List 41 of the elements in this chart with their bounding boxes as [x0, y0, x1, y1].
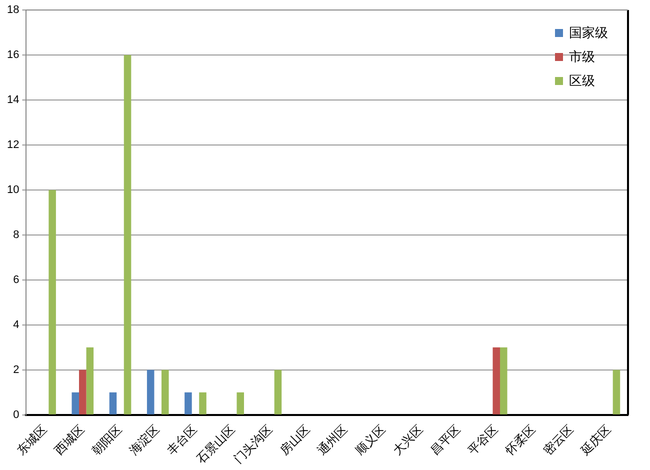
x-tick-label: 通州区 [314, 422, 350, 458]
bar [236, 392, 244, 414]
y-tick-label: 2 [13, 364, 20, 376]
x-tick-label: 昌平区 [428, 422, 464, 458]
legend-label: 区级 [569, 73, 595, 90]
x-tick-label: 怀柔区 [502, 422, 538, 458]
x-tick-label: 延庆区 [577, 422, 614, 458]
x-tick-label: 房山区 [277, 422, 313, 458]
bar [109, 392, 117, 414]
x-tick-label: 密云区 [540, 422, 576, 458]
bar [124, 54, 132, 414]
bar [492, 347, 500, 414]
bar [612, 370, 620, 414]
x-tick-label: 大兴区 [390, 422, 426, 458]
y-tick-label: 4 [13, 318, 20, 331]
y-tick-label: 16 [6, 49, 20, 62]
legend-label: 国家级 [569, 25, 608, 42]
x-tick-label: 海淀区 [126, 422, 162, 458]
y-tick-label: 14 [6, 94, 20, 106]
y-tick-label: 18 [6, 4, 20, 16]
bar [48, 190, 56, 414]
x-tick-label: 平谷区 [465, 422, 501, 458]
bar [184, 392, 192, 414]
bar [146, 370, 154, 414]
y-tick-label: 10 [6, 184, 20, 196]
x-tick-label: 东城区 [14, 422, 50, 458]
bar [500, 347, 508, 414]
y-tick-label: 8 [13, 228, 20, 241]
bar [86, 347, 94, 414]
x-tick-label: 朝阳区 [89, 422, 125, 458]
y-tick-label: 0 [13, 408, 20, 421]
bar [274, 370, 282, 414]
y-tick-label: 12 [6, 138, 20, 151]
x-tick-label: 西城区 [52, 422, 87, 458]
x-tick-label: 顺义区 [352, 422, 388, 458]
bar [199, 392, 206, 414]
legend-label: 市级 [569, 49, 595, 66]
bar [72, 392, 80, 414]
y-tick-label: 6 [13, 274, 20, 286]
bar [162, 370, 169, 414]
bar [79, 370, 86, 414]
